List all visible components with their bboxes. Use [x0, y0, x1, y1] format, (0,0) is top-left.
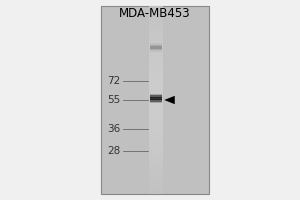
Bar: [149, 160, 163, 163]
Bar: [149, 134, 163, 138]
Text: 28: 28: [107, 146, 120, 156]
Bar: [149, 50, 163, 53]
Bar: [149, 100, 163, 103]
Bar: [149, 106, 163, 109]
Bar: [149, 69, 163, 72]
Bar: [149, 6, 163, 9]
Bar: [149, 144, 163, 147]
Bar: [149, 163, 163, 166]
Bar: [149, 119, 163, 122]
Text: 55: 55: [107, 95, 120, 105]
Bar: [149, 156, 163, 160]
Bar: [149, 15, 163, 19]
Text: 72: 72: [107, 76, 120, 86]
Bar: [149, 28, 163, 31]
Bar: [149, 66, 163, 69]
Bar: [150, 49, 162, 52]
Text: MDA-MB453: MDA-MB453: [119, 7, 190, 20]
Bar: [149, 185, 163, 188]
Bar: [149, 188, 163, 191]
Bar: [149, 109, 163, 113]
Bar: [149, 147, 163, 150]
Bar: [149, 72, 163, 75]
Bar: [149, 19, 163, 22]
Bar: [149, 116, 163, 119]
Bar: [149, 91, 163, 94]
Bar: [149, 131, 163, 134]
Bar: [150, 94, 162, 97]
Bar: [149, 9, 163, 12]
Bar: [149, 37, 163, 40]
Bar: [149, 122, 163, 125]
Bar: [149, 47, 163, 50]
Bar: [149, 113, 163, 116]
Bar: [149, 87, 163, 91]
Bar: [149, 128, 163, 131]
Bar: [149, 178, 163, 181]
Bar: [150, 43, 162, 46]
Bar: [149, 97, 163, 100]
Bar: [149, 78, 163, 81]
Bar: [149, 53, 163, 56]
Bar: [150, 47, 162, 50]
Bar: [149, 25, 163, 28]
Bar: [149, 191, 163, 194]
Bar: [149, 84, 163, 87]
Bar: [149, 94, 163, 97]
Bar: [149, 59, 163, 62]
Bar: [149, 62, 163, 66]
Bar: [149, 44, 163, 47]
Bar: [149, 22, 163, 25]
Bar: [149, 31, 163, 34]
Bar: [149, 172, 163, 175]
Bar: [149, 56, 163, 59]
Bar: [149, 138, 163, 141]
Bar: [149, 150, 163, 153]
Bar: [150, 99, 162, 102]
Bar: [150, 45, 162, 47]
Polygon shape: [164, 96, 175, 104]
Bar: [149, 75, 163, 78]
Bar: [100, 6, 208, 194]
Bar: [150, 100, 162, 103]
Text: 36: 36: [107, 124, 120, 134]
Bar: [149, 141, 163, 144]
Bar: [150, 95, 162, 98]
Bar: [149, 103, 163, 106]
Bar: [149, 12, 163, 15]
Bar: [149, 125, 163, 128]
Bar: [150, 46, 162, 49]
Bar: [149, 166, 163, 169]
Bar: [149, 153, 163, 156]
Bar: [149, 81, 163, 84]
Bar: [149, 40, 163, 44]
Bar: [149, 181, 163, 185]
Bar: [149, 34, 163, 37]
Bar: [149, 175, 163, 178]
Bar: [150, 97, 162, 100]
Bar: [149, 169, 163, 172]
